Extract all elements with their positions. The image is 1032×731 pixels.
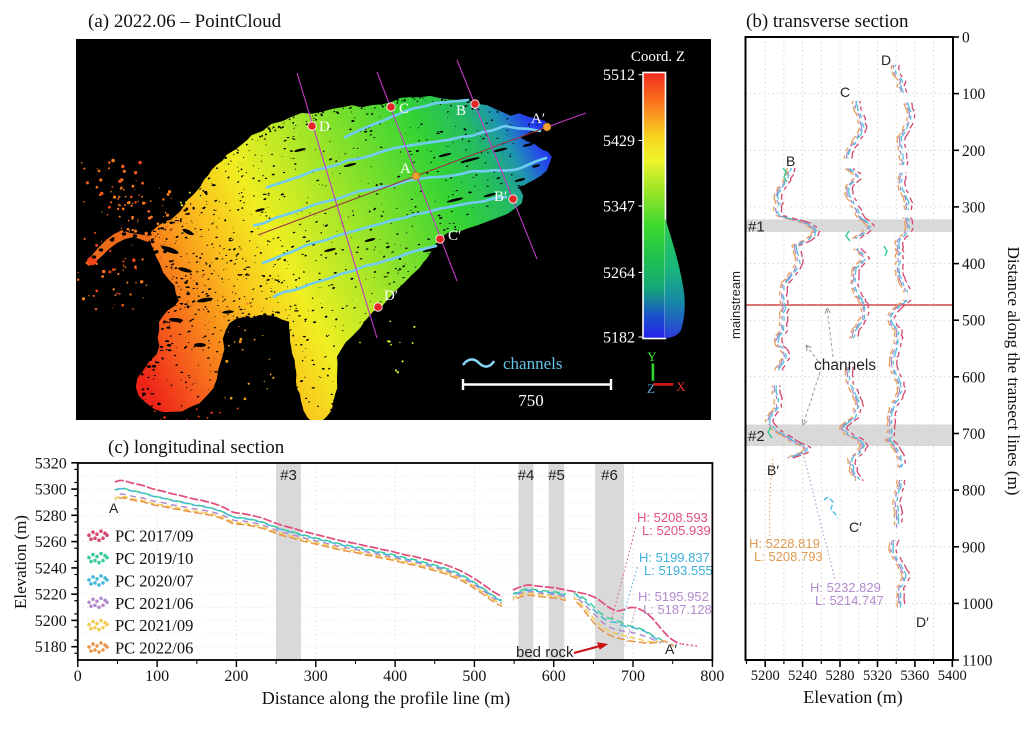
svg-text:5200: 5200 [35, 613, 67, 630]
svg-text:B: B [786, 153, 795, 169]
svg-text:600: 600 [542, 668, 566, 685]
svg-text:100: 100 [145, 668, 169, 685]
svg-text:5429: 5429 [603, 133, 635, 150]
svg-text:B′: B′ [767, 462, 779, 478]
svg-text:C: C [399, 101, 409, 117]
svg-text:L: 5193.555: L: 5193.555 [644, 563, 713, 578]
svg-text:400: 400 [383, 668, 407, 685]
svg-text:700: 700 [962, 426, 986, 443]
svg-text:400: 400 [962, 256, 986, 273]
svg-text:5280: 5280 [35, 508, 67, 525]
svg-text:A′: A′ [665, 641, 677, 657]
svg-text:Distance along the transect li: Distance along the transect lines (m) [1004, 247, 1023, 496]
svg-text:D′: D′ [916, 614, 929, 630]
svg-text:1100: 1100 [962, 653, 993, 670]
svg-text:5180: 5180 [35, 639, 67, 656]
svg-text:#2: #2 [748, 428, 765, 445]
svg-text:C′: C′ [448, 228, 461, 244]
svg-text:5220: 5220 [35, 587, 67, 604]
svg-text:800: 800 [962, 483, 986, 500]
svg-text:#5: #5 [548, 467, 565, 484]
svg-text:(c) longitudinal section: (c) longitudinal section [108, 437, 285, 458]
svg-text:5320: 5320 [863, 668, 892, 684]
svg-text:5320: 5320 [35, 455, 67, 472]
svg-text:5260: 5260 [35, 534, 67, 551]
svg-text:5200: 5200 [751, 668, 780, 684]
svg-text:900: 900 [962, 539, 986, 556]
svg-text:500: 500 [962, 313, 986, 330]
svg-text:L: 5208.793: L: 5208.793 [754, 549, 823, 564]
svg-text:(b) transverse section: (b) transverse section [746, 11, 909, 32]
svg-text:5347: 5347 [603, 199, 635, 216]
svg-text:5400: 5400 [938, 668, 967, 684]
svg-text:800: 800 [700, 668, 724, 685]
svg-text:5300: 5300 [35, 482, 67, 499]
svg-text:L: 5205.939: L: 5205.939 [642, 523, 711, 538]
svg-text:D: D [881, 52, 891, 68]
svg-text:L: 5214.747: L: 5214.747 [815, 593, 884, 608]
svg-text:D′: D′ [384, 288, 398, 304]
svg-text:200: 200 [224, 668, 248, 685]
svg-text:1000: 1000 [962, 596, 993, 613]
svg-text:L: 5187.128: L: 5187.128 [643, 602, 712, 617]
svg-text:700: 700 [621, 668, 645, 685]
svg-text:Coord. Z: Coord. Z [631, 49, 685, 65]
svg-text:5512: 5512 [603, 67, 635, 84]
svg-text:B′: B′ [494, 189, 507, 205]
svg-text:A: A [400, 161, 411, 177]
svg-text:channels: channels [814, 357, 876, 374]
svg-text:600: 600 [962, 369, 986, 386]
svg-text:C: C [840, 84, 850, 100]
svg-text:#1: #1 [748, 219, 765, 236]
svg-text:C′: C′ [849, 519, 862, 535]
svg-text:PC 2017/09: PC 2017/09 [115, 527, 193, 546]
svg-text:300: 300 [962, 199, 986, 216]
svg-text:B: B [456, 103, 466, 119]
svg-text:Z: Z [647, 381, 655, 396]
svg-text:#4: #4 [518, 467, 535, 484]
svg-text:200: 200 [962, 143, 986, 160]
svg-text:Elevation (m): Elevation (m) [803, 687, 902, 708]
svg-text:PC 2019/10: PC 2019/10 [115, 549, 193, 568]
svg-text:#3: #3 [280, 467, 297, 484]
svg-text:#6: #6 [601, 467, 618, 484]
svg-text:5240: 5240 [788, 668, 817, 684]
svg-text:(a) 2022.06 – PointCloud: (a) 2022.06 – PointCloud [88, 11, 282, 32]
svg-text:Elevation (m): Elevation (m) [11, 515, 30, 609]
svg-text:5264: 5264 [603, 265, 635, 282]
svg-text:750: 750 [518, 391, 544, 410]
svg-text:100: 100 [962, 86, 986, 103]
svg-text:5280: 5280 [826, 668, 855, 684]
svg-text:X: X [676, 379, 686, 394]
svg-text:PC 2020/07: PC 2020/07 [115, 571, 193, 590]
svg-text:Y: Y [647, 349, 657, 364]
svg-text:channels: channels [503, 354, 562, 373]
svg-text:PC 2021/06: PC 2021/06 [115, 594, 193, 613]
svg-text:5360: 5360 [900, 668, 929, 684]
svg-text:5240: 5240 [35, 560, 67, 577]
svg-text:PC 2021/09: PC 2021/09 [115, 616, 193, 635]
svg-text:A′: A′ [531, 111, 545, 127]
svg-text:A: A [109, 500, 119, 516]
svg-text:mainstream: mainstream [728, 271, 743, 339]
svg-text:D: D [319, 119, 330, 135]
svg-text:bed rock: bed rock [516, 644, 574, 661]
svg-text:500: 500 [462, 668, 486, 685]
svg-text:5182: 5182 [603, 330, 635, 347]
svg-text:Distance along the profile lin: Distance along the profile line (m) [262, 688, 510, 709]
svg-text:0: 0 [962, 30, 970, 47]
svg-text:300: 300 [304, 668, 328, 685]
svg-text:0: 0 [74, 668, 82, 685]
svg-text:PC 2022/06: PC 2022/06 [115, 639, 193, 658]
